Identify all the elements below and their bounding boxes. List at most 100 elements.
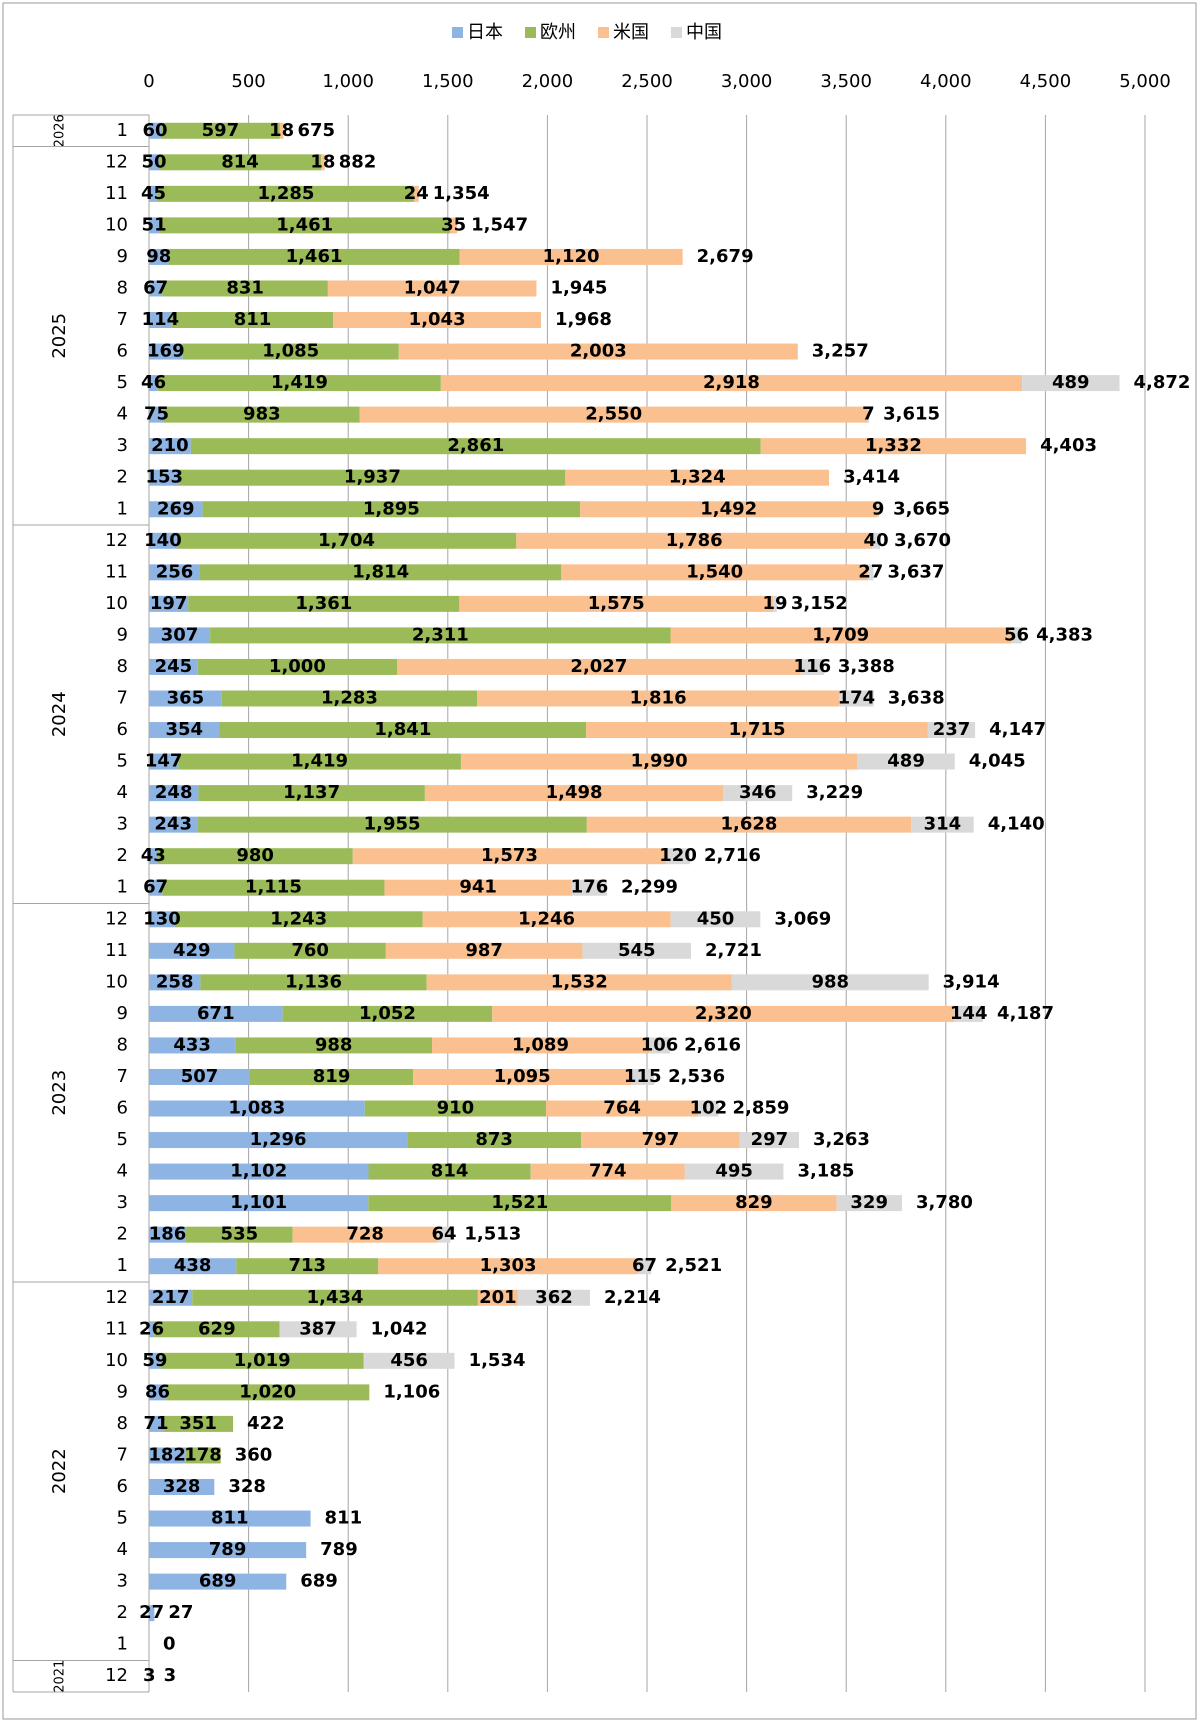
bar-segment xyxy=(176,532,517,549)
data-label: 45 xyxy=(141,183,166,204)
y-tick-label: 1 xyxy=(117,1255,128,1276)
bar-segment xyxy=(149,1415,164,1432)
data-label: 1,296 xyxy=(250,1129,307,1150)
data-label: 1,020 xyxy=(239,1381,296,1402)
x-tick-label: 3,000 xyxy=(721,71,773,92)
y-tick-label: 8 xyxy=(117,277,128,298)
bar-segment xyxy=(192,1289,478,1306)
bar-segment xyxy=(571,879,607,896)
bar-segment xyxy=(149,1068,250,1085)
data-label: 43 xyxy=(141,845,166,866)
bar-segment xyxy=(149,942,235,959)
y-tick-label: 6 xyxy=(117,1476,128,1497)
data-label: 153 xyxy=(145,467,183,488)
bar-segment xyxy=(954,1005,984,1022)
bar-segment xyxy=(149,1037,236,1054)
total-label: 882 xyxy=(339,151,377,172)
data-label: 1,085 xyxy=(262,341,319,362)
bar-segment xyxy=(149,469,180,486)
data-label: 728 xyxy=(346,1224,384,1245)
total-label: 4,147 xyxy=(989,719,1046,740)
y-tick-label: 1 xyxy=(117,120,128,141)
bar-segment xyxy=(800,658,824,675)
total-label: 3,069 xyxy=(774,908,831,929)
y-tick-label: 9 xyxy=(117,246,128,267)
y-tick-label: 5 xyxy=(117,1129,128,1150)
bar-segment xyxy=(459,595,774,612)
data-label: 130 xyxy=(143,908,181,929)
data-label: 1,083 xyxy=(228,1098,285,1119)
total-label: 3,914 xyxy=(943,971,1000,992)
y-tick-label: 9 xyxy=(117,1381,128,1402)
data-label: 1,246 xyxy=(518,908,575,929)
y-tick-label: 11 xyxy=(105,1318,128,1339)
y-tick-label: 6 xyxy=(117,719,128,740)
group-label: 2026 xyxy=(53,114,68,147)
data-label: 1,101 xyxy=(230,1192,287,1213)
total-label: 1,547 xyxy=(471,214,528,235)
data-label: 814 xyxy=(431,1161,469,1182)
bar-segment xyxy=(149,1384,167,1401)
bar-segment xyxy=(684,1163,784,1180)
data-label: 328 xyxy=(163,1476,201,1497)
group-label: 2023 xyxy=(49,1070,70,1116)
bar-segment xyxy=(424,785,724,802)
y-tick-label: 4 xyxy=(117,782,128,803)
total-label: 27 xyxy=(168,1602,193,1623)
bar-segment xyxy=(911,816,974,833)
data-label: 354 xyxy=(165,719,203,740)
data-label: 3 xyxy=(143,1665,156,1686)
total-label: 4,187 xyxy=(997,1003,1054,1024)
data-label: 140 xyxy=(144,530,182,551)
bar-segment xyxy=(149,154,159,171)
bar-segment xyxy=(867,406,870,423)
total-label: 2,721 xyxy=(705,940,762,961)
bar-segment xyxy=(582,942,692,959)
y-tick-label: 2 xyxy=(117,467,128,488)
data-label: 2,003 xyxy=(570,341,627,362)
total-label: 2,679 xyxy=(697,246,754,267)
y-tick-label: 8 xyxy=(117,1413,128,1434)
total-label: 4,140 xyxy=(988,814,1045,835)
bar-segment xyxy=(440,375,1023,392)
data-label: 297 xyxy=(751,1129,789,1150)
total-label: 3,388 xyxy=(838,656,895,677)
bar-segment xyxy=(413,185,419,202)
data-label: 1,047 xyxy=(404,277,461,298)
data-label: 1,120 xyxy=(543,246,600,267)
bar-segment xyxy=(163,1415,234,1432)
bar-segment xyxy=(516,532,873,549)
data-label: 980 xyxy=(236,845,274,866)
bar-segment xyxy=(149,217,160,234)
group-label: 2025 xyxy=(49,313,70,359)
data-label: 2,861 xyxy=(447,435,504,456)
data-label: 86 xyxy=(145,1381,170,1402)
data-label: 144 xyxy=(950,1003,988,1024)
data-label: 1,461 xyxy=(276,214,333,235)
bar-segment xyxy=(149,1447,186,1464)
data-label: 429 xyxy=(173,940,211,961)
legend-label: 中国 xyxy=(686,22,722,43)
bar-segment xyxy=(166,1384,370,1401)
total-label: 360 xyxy=(235,1444,273,1465)
bar-segment xyxy=(149,343,183,360)
bar-segment xyxy=(670,911,761,928)
bar-segment xyxy=(670,627,1011,644)
data-label: 64 xyxy=(431,1224,456,1245)
data-label: 1,419 xyxy=(291,751,348,772)
data-label: 1,324 xyxy=(669,467,726,488)
x-tick-label: 0 xyxy=(143,71,154,92)
bar-segment xyxy=(384,879,572,896)
data-label: 811 xyxy=(234,309,272,330)
bar-segment xyxy=(666,848,691,865)
y-tick-label: 6 xyxy=(117,1098,128,1119)
bar-segment xyxy=(149,1289,193,1306)
bar-segment xyxy=(648,1037,671,1054)
data-label: 1,573 xyxy=(481,845,538,866)
bar-segment xyxy=(236,1258,379,1275)
bar-segment xyxy=(219,722,587,739)
data-label: 56 xyxy=(1004,624,1029,645)
total-label: 3,780 xyxy=(916,1192,973,1213)
total-label: 2,716 xyxy=(704,845,761,866)
total-label: 3,670 xyxy=(894,530,951,551)
